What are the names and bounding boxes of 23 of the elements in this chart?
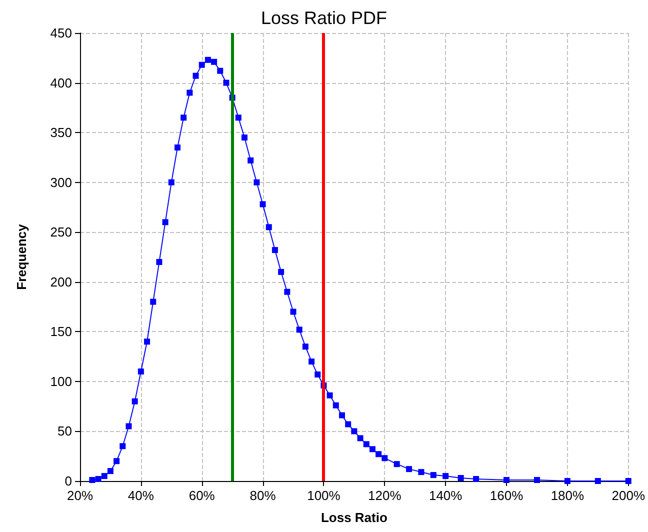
x-tick-label: 120% — [368, 488, 402, 503]
y-tick-label: 200 — [50, 274, 72, 290]
y-tick-label: 250 — [50, 224, 72, 240]
y-tick-label: 400 — [50, 75, 72, 90]
x-tick-label: 160% — [490, 488, 524, 503]
y-axis-title: Frequency — [14, 223, 29, 290]
y-tick-label: 450 — [50, 26, 72, 40]
x-tick-label: 60% — [188, 488, 216, 503]
y-tick-label: 100 — [50, 374, 72, 389]
y-tick-label: 150 — [50, 324, 72, 340]
y-tick-label: 0 — [64, 474, 72, 488]
y-tick-label: 300 — [50, 174, 72, 190]
x-tick-label: 20% — [66, 488, 94, 503]
chart-title: Loss Ratio PDF — [260, 8, 388, 28]
x-tick-label: 200% — [612, 488, 646, 503]
x-axis-title: Loss Ratio — [320, 510, 388, 525]
x-tick-label: 100% — [307, 488, 341, 503]
y-tick-label: 350 — [50, 125, 72, 140]
x-tick-label: 140% — [428, 488, 463, 503]
y-tick-label: 50 — [58, 424, 72, 439]
x-tick-label: 80% — [250, 488, 276, 503]
x-tick-label: 180% — [550, 488, 585, 503]
x-tick-label: 40% — [128, 488, 154, 503]
